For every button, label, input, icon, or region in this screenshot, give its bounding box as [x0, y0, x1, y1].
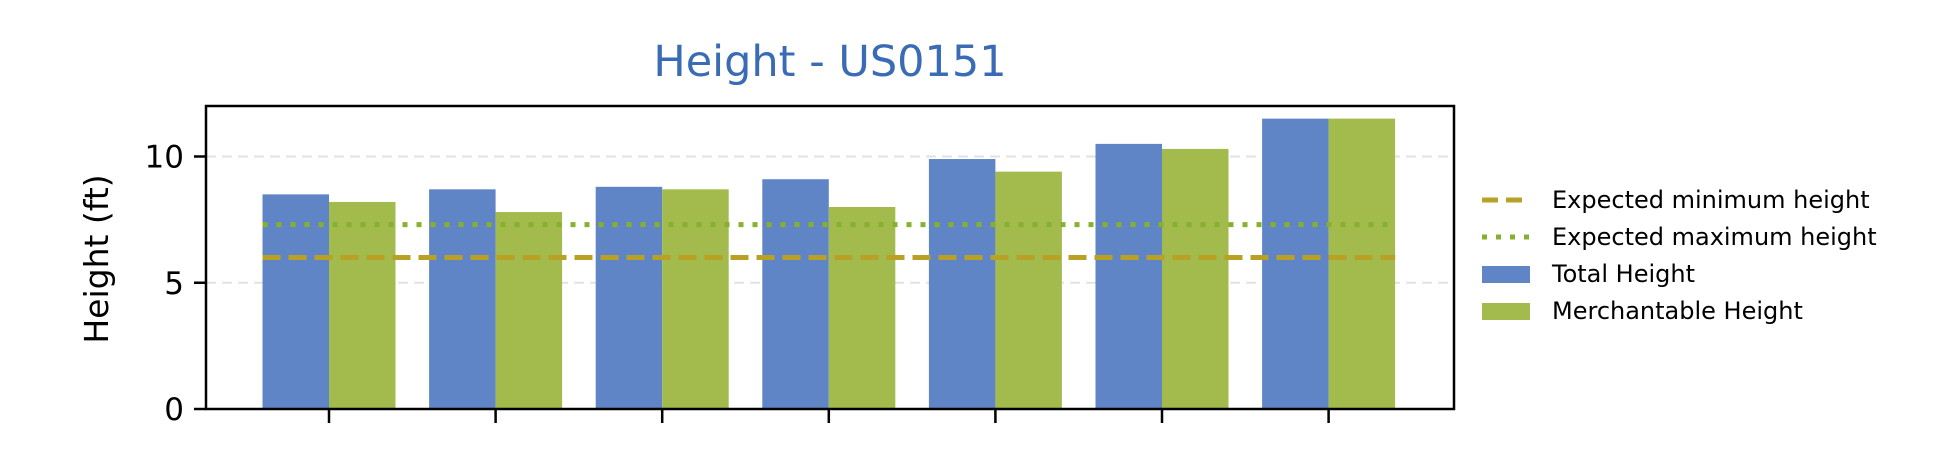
chart-title: Height - US0151	[653, 37, 1006, 87]
axes: 0 5 10	[145, 140, 1330, 428]
total-height-bar	[762, 179, 829, 409]
y-tick-label: 0	[164, 392, 184, 428]
merchantable-height-bar	[1162, 148, 1229, 410]
total-height-bar	[1262, 118, 1329, 409]
reference-lines	[262, 222, 1396, 260]
legend-label: Merchantable Height	[1552, 297, 1803, 325]
y-axis-label: Height (ft)	[77, 174, 116, 343]
total-height-bar	[928, 159, 996, 409]
y-tick-label: 5	[164, 266, 184, 302]
legend-label: Total Height	[1551, 260, 1695, 288]
legend-swatch	[1482, 266, 1530, 283]
total-height-bar	[595, 186, 663, 409]
bars	[262, 118, 1396, 410]
merchantable-height-bar	[495, 212, 563, 409]
merchantable-height-bar	[1328, 118, 1396, 409]
legend: Expected minimum height Expected maximum …	[1482, 186, 1877, 325]
total-height-bar	[262, 194, 329, 409]
y-tick-label: 10	[145, 140, 184, 176]
legend-label: Expected minimum height	[1552, 186, 1870, 214]
legend-label: Expected maximum height	[1552, 223, 1877, 251]
legend-swatch	[1482, 303, 1530, 320]
merchantable-height-bar	[828, 207, 896, 409]
merchantable-height-bar	[995, 171, 1062, 409]
total-height-bar	[1095, 143, 1162, 409]
merchantable-height-bar	[329, 201, 396, 409]
